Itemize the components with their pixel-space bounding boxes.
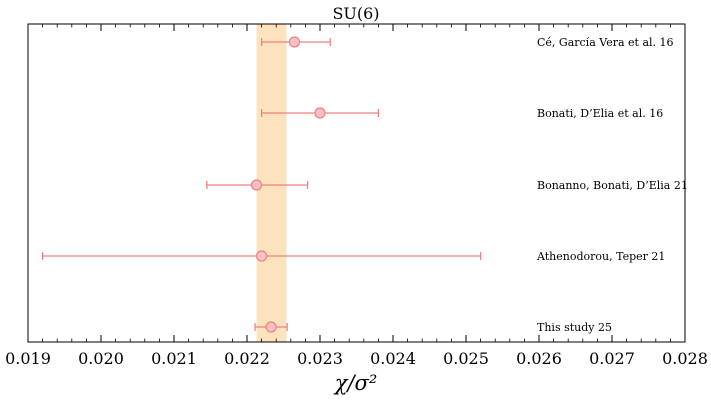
x-tick-label: 0.026	[516, 349, 562, 368]
x-tick-label: 0.023	[297, 349, 343, 368]
point-label: Athenodorou, Teper 21	[536, 250, 665, 263]
ticks-layer: 0.019 0.020 0.021 0.022 0.023 0.024 0.025 0.026…	[5, 24, 708, 368]
x-axis-label: χ/σ²	[333, 371, 378, 395]
labels-layer: Cé, García Vera et al. 16 Bonati, D’Elia …	[536, 36, 688, 334]
x-tick-label: 0.025	[443, 349, 489, 368]
x-tick-label: 0.024	[370, 349, 416, 368]
x-tick-label: 0.020	[78, 349, 124, 368]
point-label: Bonati, D’Elia et al. 16	[537, 107, 663, 120]
plot-frame	[27, 23, 686, 343]
chart-title: SU(6)	[332, 4, 379, 23]
point-label: This study 25	[537, 321, 612, 334]
data-point	[265, 321, 277, 333]
data-point	[250, 179, 263, 191]
x-tick-label: 0.019	[5, 349, 51, 368]
data-point	[288, 36, 301, 48]
point-label: Cé, García Vera et al. 16	[537, 36, 674, 49]
x-tick-label: 0.028	[662, 349, 708, 368]
x-tick-label: 0.027	[589, 349, 635, 368]
data-point	[314, 107, 326, 119]
data-point	[256, 250, 268, 262]
x-tick-label: 0.022	[224, 349, 270, 368]
point-label: Bonanno, Bonati, D’Elia 21	[537, 179, 688, 192]
points-layer	[41, 36, 482, 333]
x-tick-label: 0.021	[151, 349, 197, 368]
